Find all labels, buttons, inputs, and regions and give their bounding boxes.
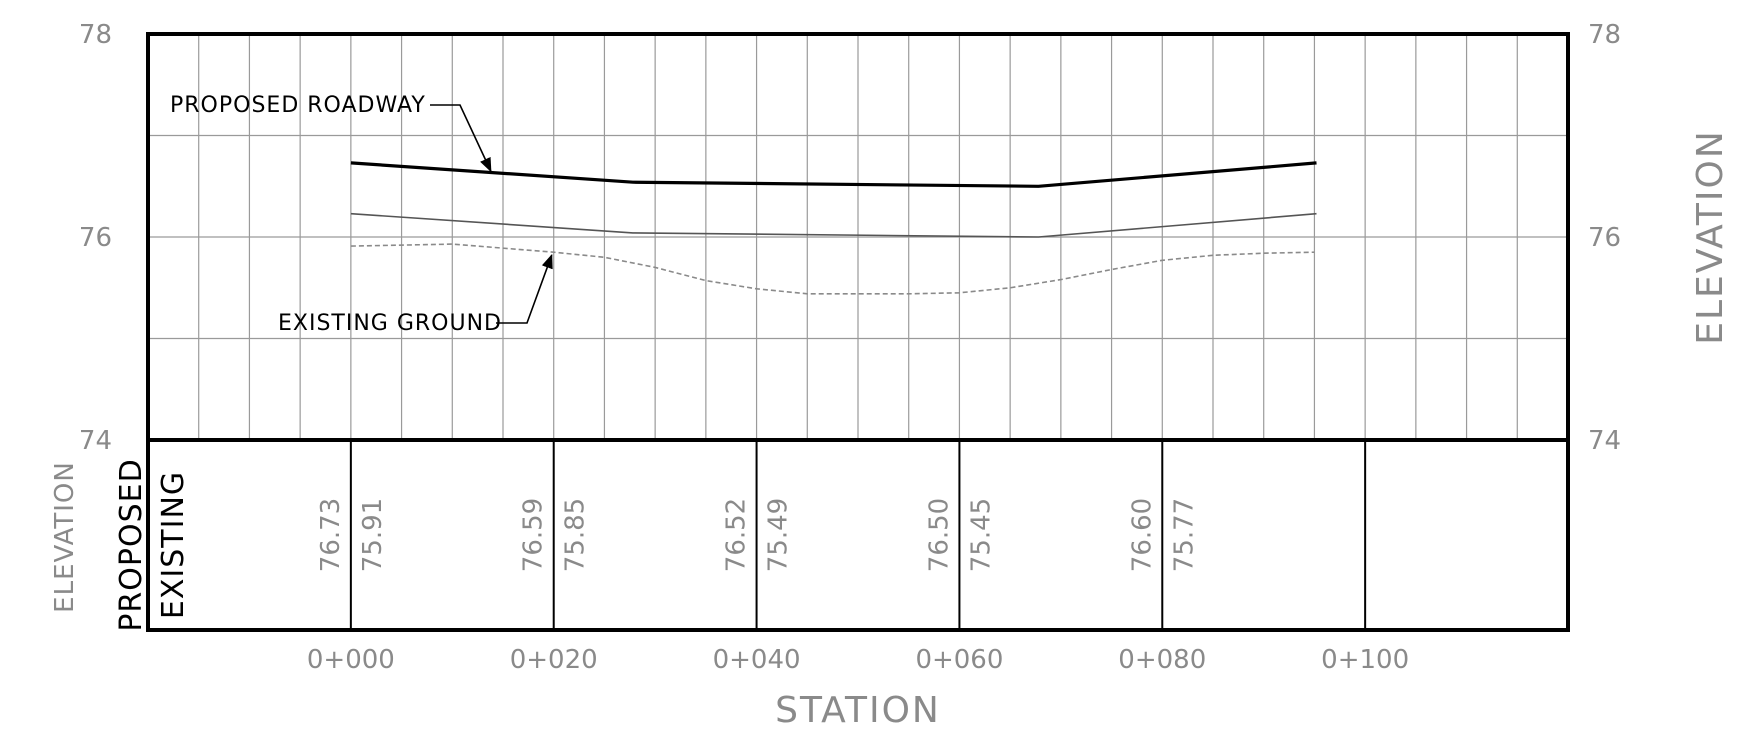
data-band-frame [146,438,1570,632]
band-value-existing: 75.49 [764,498,794,572]
callout-leader-existing [496,253,553,324]
band-value-existing: 75.45 [966,498,996,572]
subgrade-line [350,212,1317,238]
callout-proposed-roadway: PROPOSED ROADWAY [170,93,426,118]
existing-ground-line [350,243,1315,295]
data-band-dividers [349,440,1367,630]
x-axis-title: STATION [775,690,941,731]
band-value-existing: 75.91 [358,498,388,572]
y-tick-label-right: 78 [1588,20,1621,50]
x-tick-label: 0+000 [307,645,395,675]
label-layer: 74 74 76 76 78 78 0+000 0+020 0+040 0+060 0+080 0+1… [50,20,1731,731]
callout-leader-proposed [430,104,492,173]
x-tick-label: 0+100 [1321,645,1409,675]
y-tick-label-right: 74 [1588,426,1621,456]
x-tick-label: 0+080 [1118,645,1206,675]
callout-layer: PROPOSED ROADWAY EXISTING GROUND [170,93,553,336]
band-row-proposed: PROPOSED [114,458,149,631]
y-tick-label-right: 76 [1588,223,1621,253]
y-axis-title: ELEVATION [1690,129,1731,345]
y-tick-label-left: 76 [79,223,112,253]
grid-lines [148,34,1568,440]
band-value-proposed: 76.60 [1127,498,1157,572]
y-tick-label-left: 74 [79,426,112,456]
band-side-label: ELEVATION [50,461,80,613]
band-value-proposed: 76.59 [519,498,549,572]
proposed-roadway-line [350,161,1317,188]
band-value-proposed: 76.52 [722,498,752,572]
y-tick-label-left: 78 [79,20,112,50]
band-value-proposed: 76.73 [316,498,346,572]
band-value-existing: 75.77 [1169,498,1199,572]
callout-existing-ground: EXISTING GROUND [278,311,502,336]
x-tick-label: 0+040 [713,645,801,675]
x-tick-label: 0+020 [510,645,598,675]
band-value-proposed: 76.50 [924,498,954,572]
series-layer [350,161,1317,295]
band-value-existing: 75.85 [561,498,591,572]
band-row-existing: EXISTING [156,471,191,619]
x-tick-label: 0+060 [915,645,1003,675]
